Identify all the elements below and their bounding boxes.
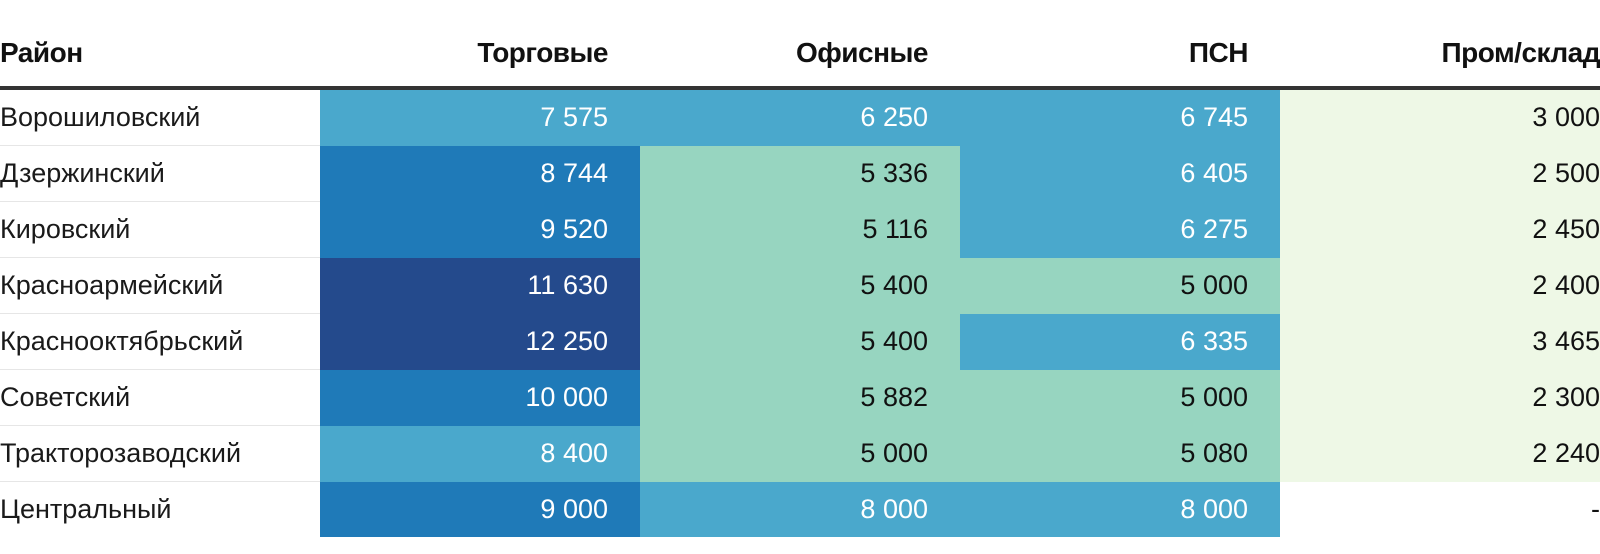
heatmap-cell: 8 400: [320, 425, 640, 482]
heatmap-cell: 6 405: [960, 145, 1280, 202]
district-name: Ворошиловский: [0, 88, 320, 146]
heatmap-cell: 8 000: [640, 481, 960, 537]
heatmap-cell: 6 275: [960, 201, 1280, 258]
column-header-retail: Торговые: [320, 20, 640, 90]
column-header-industrial: Пром/склад: [1280, 20, 1600, 90]
heatmap-cell: 2 240: [1280, 425, 1600, 482]
heatmap-table: Район Торговые Офисные ПСН Пром/склад Во…: [0, 20, 1600, 537]
heatmap-cell: 2 300: [1280, 369, 1600, 426]
district-name: Тракторозаводский: [0, 425, 320, 482]
table-body: Ворошиловский 7 575 6 250 6 745 3 000 Дзержин…: [0, 88, 1600, 537]
heatmap-cell: 5 000: [640, 425, 960, 482]
heatmap-cell: 5 116: [640, 201, 960, 258]
table-row: Краснооктябрьский 12 250 5 400 6 335 3 465: [0, 313, 1600, 370]
table-row: Центральный 9 000 8 000 8 000-: [0, 481, 1600, 537]
table-row: Дзержинский 8 744 5 336 6 405 2 500: [0, 145, 1600, 202]
heatmap-cell: 2 500: [1280, 145, 1600, 202]
heatmap-cell: 9 000: [320, 481, 640, 537]
district-name: Центральный: [0, 494, 172, 524]
heatmap-cell: 6 250: [640, 88, 960, 146]
heatmap-cell: 6 335: [960, 313, 1280, 370]
heatmap-cell: 8 744: [320, 145, 640, 202]
heatmap-cell: 2 450: [1280, 201, 1600, 258]
heatmap-cell: 12 250: [320, 313, 640, 370]
heatmap-cell: 7 575: [320, 88, 640, 146]
table-row: Тракторозаводский 8 400 5 000 5 080 2 240: [0, 425, 1600, 482]
table-row: Красноармейский 11 630 5 400 5 000 2 400: [0, 257, 1600, 314]
district-name: Кировский: [0, 201, 320, 258]
heatmap-cell: 6 745: [960, 88, 1280, 146]
heatmap-cell: 3 465: [1280, 313, 1600, 370]
district-name: Советский: [0, 369, 320, 426]
column-header-district: Район: [0, 20, 320, 90]
table-row: Советский 10 000 5 882 5 000 2 300: [0, 369, 1600, 426]
heatmap-cell: 5 882: [640, 369, 960, 426]
heatmap-cell: 10 000: [320, 369, 640, 426]
table-row: Кировский 9 520 5 116 6 275 2 450: [0, 201, 1600, 258]
heatmap-cell: 5 080: [960, 425, 1280, 482]
heatmap-cell: 5 000: [960, 257, 1280, 314]
district-name: Красноармейский: [0, 257, 320, 314]
column-header-psn: ПСН: [960, 20, 1280, 90]
heatmap-cell: 5 336: [640, 145, 960, 202]
header-row: Район Торговые Офисные ПСН Пром/склад: [0, 20, 1600, 90]
heatmap-cell: 8 000: [960, 481, 1280, 537]
heatmap-cell: 5 000: [960, 369, 1280, 426]
district-name: Дзержинский: [0, 145, 320, 202]
heatmap-cell: 5 400: [640, 257, 960, 314]
district-name: Краснооктябрьский: [0, 313, 320, 370]
heatmap-cell: 3 000: [1280, 88, 1600, 146]
table-row: Ворошиловский 7 575 6 250 6 745 3 000: [0, 88, 1600, 146]
column-header-office: Офисные: [640, 20, 960, 90]
heatmap-cell: 5 400: [640, 313, 960, 370]
heatmap-cell: -: [1280, 481, 1600, 537]
heatmap-cell: 2 400: [1280, 257, 1600, 314]
heatmap-cell: 9 520: [320, 201, 640, 258]
heatmap-cell: 11 630: [320, 257, 640, 314]
